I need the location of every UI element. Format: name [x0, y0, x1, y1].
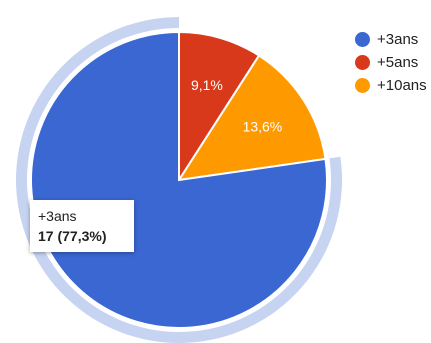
legend: +3ans +5ans +10ans	[355, 28, 427, 97]
legend-label-3ans: +3ans	[377, 31, 419, 48]
pie-slice-3ans[interactable]	[30, 30, 328, 329]
legend-label-10ans: +10ans	[377, 77, 427, 94]
legend-swatch-3ans	[355, 32, 370, 47]
legend-swatch-10ans	[355, 78, 370, 93]
tooltip: +3ans 17 (77,3%)	[30, 200, 134, 252]
legend-item-5ans[interactable]: +5ans	[355, 51, 427, 74]
tooltip-value: 17 (77,3%)	[38, 228, 107, 244]
pie-slice-10ans[interactable]	[176, 54, 327, 182]
tooltip-category: +3ans	[38, 208, 77, 224]
legend-item-10ans[interactable]: +10ans	[355, 74, 427, 97]
slice-label-5ans: 9,1%	[191, 77, 223, 93]
pie-slice-5ans[interactable]	[178, 30, 261, 184]
legend-label-5ans: +5ans	[377, 54, 419, 71]
legend-item-3ans[interactable]: +3ans	[355, 28, 427, 51]
slice-label-10ans: 13,6%	[243, 118, 283, 134]
legend-swatch-5ans	[355, 55, 370, 70]
